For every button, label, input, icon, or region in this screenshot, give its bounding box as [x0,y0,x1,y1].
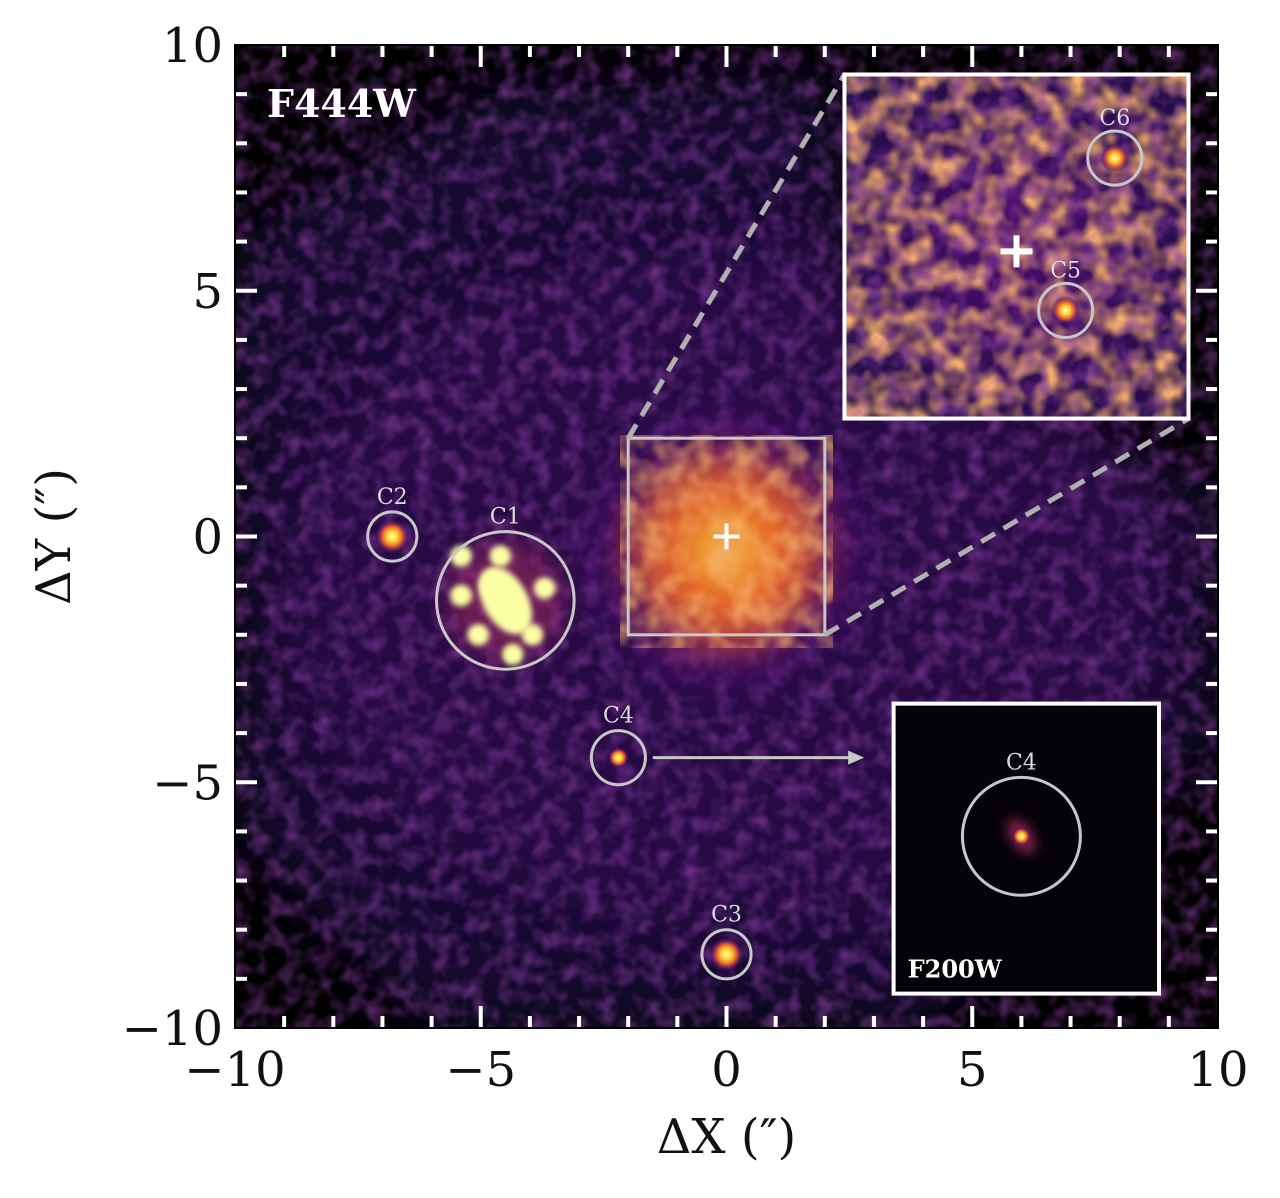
center-marker [713,523,740,550]
y-tick-label: 0 [192,510,223,566]
y-tick-label: −5 [152,755,223,811]
inset-source-c6-blob [1100,143,1130,173]
inset-c4-panel: C4 F200W [891,701,1162,996]
inset-source-circle-c5 [1037,281,1095,339]
x-tick-label: 5 [957,1042,988,1098]
source-label-c4: C4 [603,704,634,729]
inset-source-label-c6: C6 [1099,106,1130,131]
source-label-c2: C2 [377,485,408,510]
x-tick-labels: −10 −5 0 5 10 [184,1042,1248,1098]
x-tick-label: 10 [1187,1042,1248,1098]
c1-spike-1 [489,545,512,567]
x-tick-label: 0 [711,1042,742,1098]
y-tick-labels: −10 −5 0 5 10 [122,18,223,1057]
inset-c4-band-label: F200W [908,955,1003,984]
x-tick-label: −5 [445,1042,516,1098]
arrow-head [848,750,865,765]
inset-c4-core [1011,826,1032,847]
zoom-connector-top [626,73,847,440]
c1-spike-6 [501,643,524,666]
annotations: C1 C2 C3 C4 [366,436,865,981]
inset-c4-frame [891,701,1162,996]
source-c4-blob [607,746,630,769]
source-c3-blob [708,936,745,972]
inset-source-label-c5: C5 [1050,258,1081,283]
source-label-c1: C1 [490,505,521,530]
x-tick-label: −10 [184,1042,285,1098]
source-circle-c3 [700,928,753,981]
x-axis-label: ΔX (″) [657,1109,796,1165]
c1-spike-2 [533,577,556,599]
y-axis-label: ΔY (″) [26,468,82,605]
inset-zoom-frame [842,72,1191,421]
inset-source-circle-c6 [1086,129,1144,187]
source-blobs [374,518,745,972]
inset-c4-label: C4 [1006,750,1037,775]
inset-c4-image [893,703,1160,994]
source-circle-c2 [366,510,419,563]
band-label: F444W [267,81,417,126]
source-c2-blob [374,518,410,555]
inset-source-c5-blob [1050,295,1081,326]
c1-spike-3 [450,584,472,607]
c1-spike-5 [467,623,490,646]
inset-zoom-panel: C5 C6 [626,72,1191,637]
y-tick-label: 10 [162,18,223,74]
source-circle-c1 [435,530,576,671]
inset-center-marker [1000,235,1033,268]
zoom-connector-bottom [823,416,1190,637]
source-circle-c4 [589,729,647,787]
central-halo [549,374,904,729]
axis-ticks [235,45,1218,1028]
plot-area: C1 C2 C3 C4 C5 C6 C4 F200W [234,44,1219,1029]
inset-c4-circle [960,775,1082,897]
plot-frame [234,44,1219,1029]
y-tick-label: 5 [192,264,223,320]
c1-spike-4 [521,623,544,646]
c1-spike-7 [479,574,502,597]
zoom-box [626,436,827,637]
y-tick-label: −10 [122,1001,223,1057]
source-label-c3: C3 [711,903,742,928]
